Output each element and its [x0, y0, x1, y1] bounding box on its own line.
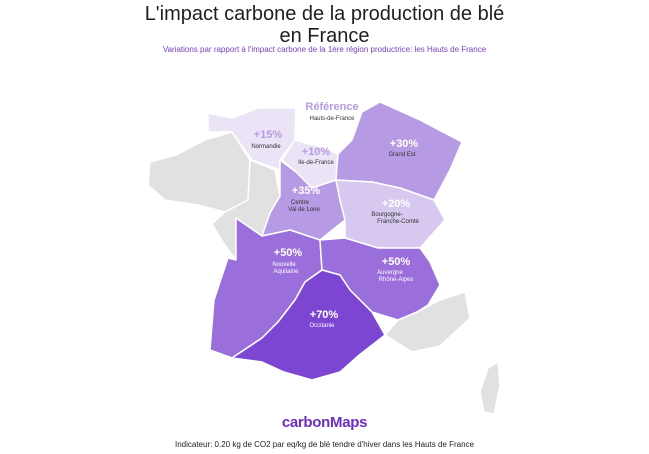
label-name-rhone-alpes: Rhône-Alpes — [379, 277, 414, 283]
carbonmaps-logo: carbonMaps — [281, 414, 368, 431]
label-name-val-de-loire: Val de Loire — [288, 207, 320, 213]
map-title: L'impact carbone de la production de blé… — [0, 3, 649, 47]
label-pct-normandie: +15% — [254, 129, 283, 141]
region-hauts-de-france — [282, 63, 363, 148]
label-pct-occitanie: +70% — [310, 309, 339, 321]
label-pct-nouvelle-aquitaine: +50% — [274, 247, 303, 259]
title-line-1: L'impact carbone de la production de blé — [144, 3, 505, 25]
label-pct-hauts-de-france: Référence — [305, 101, 358, 113]
label-name-ile-de-france: Ile-de-France — [298, 160, 334, 166]
region-corse — [479, 361, 501, 415]
label-name-centre: Centre — [291, 200, 310, 206]
footnote-indicator: Indicateur: 0.20 kg de CO2 par eq/kg de … — [174, 440, 475, 449]
label-pct-ile-de-france: +10% — [302, 146, 331, 158]
region-bretagne — [147, 131, 251, 213]
region-occitanie — [231, 269, 386, 381]
label-name-grand-est: Grand Est — [388, 152, 415, 158]
label-name-bourgogne: Bourgogne- — [371, 212, 402, 218]
label-pct-grand-est: +30% — [390, 138, 419, 150]
label-pct-bourgogne-franche-comte: +20% — [382, 198, 411, 210]
label-name-occitanie: Occitanie — [309, 323, 335, 329]
label-name-nouvelle: Nouvelle — [272, 262, 296, 268]
label-name-hauts-de-france: Hauts-de-France — [309, 116, 355, 122]
label-pct-centre-val-de-loire: +35% — [292, 185, 321, 197]
label-name-franche-comte: Franche-Comté — [377, 219, 419, 225]
region-paca-grey — [384, 291, 471, 353]
region-grand-est — [335, 101, 463, 201]
map-subtitle: Variations par rapport à l'impact carbon… — [162, 45, 487, 54]
label-name-normandie: Normandie — [251, 144, 281, 150]
title-line-2: en France — [279, 25, 370, 47]
label-pct-auvergne-rhone-alpes: +50% — [382, 256, 411, 268]
label-name-aquitaine: Aquitaine — [273, 269, 299, 275]
label-name-auvergne: Auvergne — [377, 270, 403, 276]
